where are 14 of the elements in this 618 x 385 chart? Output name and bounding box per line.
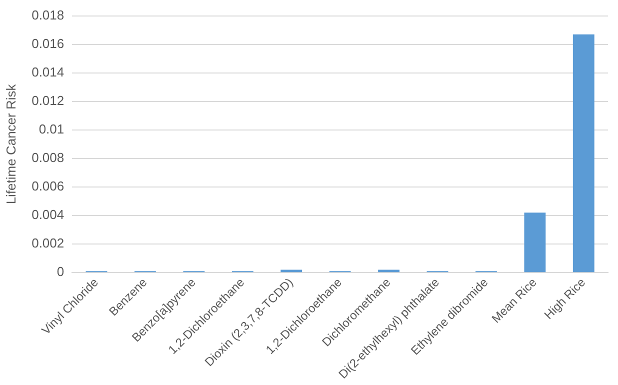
y-tick-label: 0.014 bbox=[32, 64, 64, 80]
y-axis-title: Lifetime Cancer Risk bbox=[3, 84, 18, 204]
y-tick-label: 0.016 bbox=[32, 36, 64, 51]
x-tick-label: High Rice bbox=[541, 275, 588, 322]
y-tick-label: 0.01 bbox=[38, 122, 64, 137]
y-tick-label: 0.012 bbox=[32, 92, 64, 108]
y-tick-label: 0 bbox=[56, 264, 64, 280]
y-tick-label: 0.018 bbox=[32, 7, 64, 22]
y-tick-label: 0.006 bbox=[32, 178, 64, 194]
bar bbox=[572, 34, 594, 272]
bar bbox=[524, 212, 546, 272]
y-tick-label: 0.002 bbox=[32, 236, 64, 251]
y-tick-label: 0.008 bbox=[32, 150, 64, 166]
y-tick-label: 0.004 bbox=[32, 207, 64, 222]
